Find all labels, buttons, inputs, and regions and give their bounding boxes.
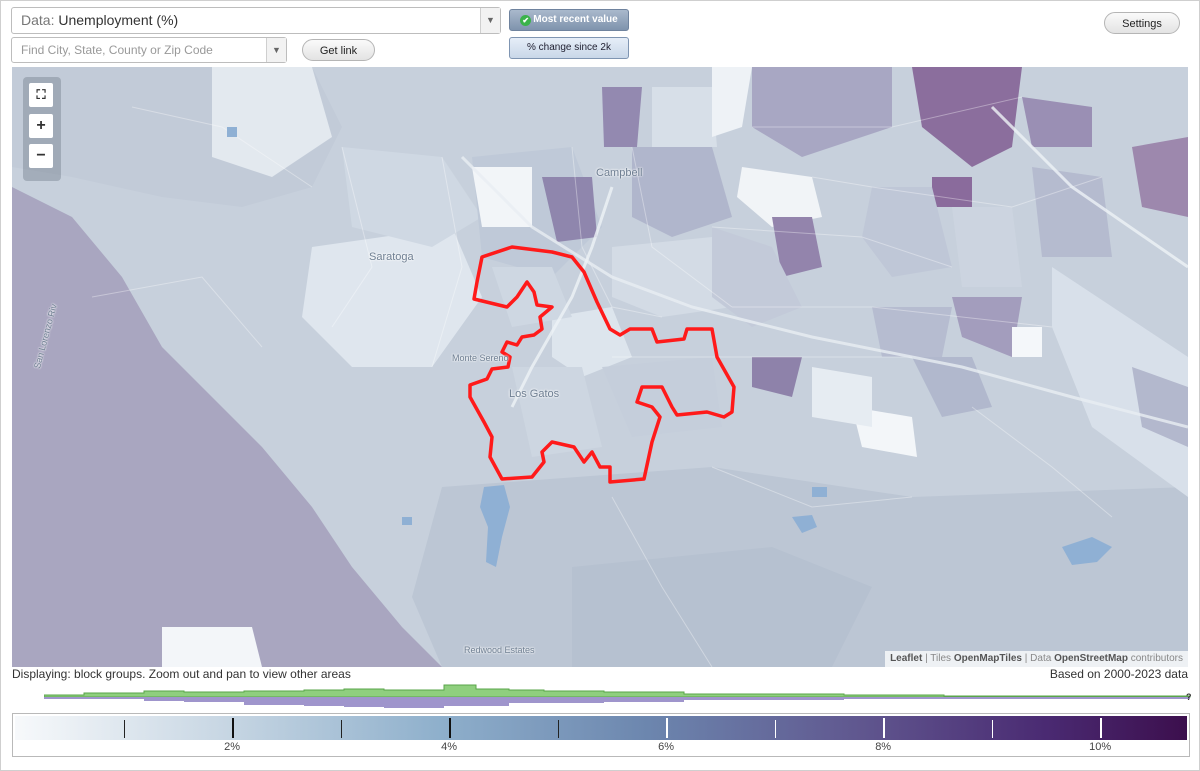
chevron-down-icon[interactable]: ▼ — [480, 8, 500, 33]
place-label-redwood-estates: Redwood Estates — [464, 645, 535, 655]
legend-major-tick — [232, 718, 235, 738]
legend-minor-tick — [123, 720, 125, 738]
check-icon: ✔ — [520, 15, 532, 26]
attribution-tiles-prefix: Tiles — [930, 653, 952, 664]
place-label-monte-sereno: Monte Sereno — [452, 353, 509, 363]
legend-gradient-bar — [15, 716, 1187, 740]
legend-minor-tick — [340, 720, 342, 738]
los-gatos-boundary — [468, 245, 736, 484]
zoom-out-button[interactable]: − — [29, 144, 53, 168]
attribution-leaflet-link[interactable]: Leaflet — [890, 653, 923, 664]
settings-button[interactable]: Settings — [1104, 12, 1180, 34]
search-dropdown-icon[interactable]: ▼ — [266, 38, 286, 62]
place-label-saratoga: Saratoga — [369, 251, 414, 263]
display-level-text: Displaying: block groups. Zoom out and p… — [12, 667, 351, 681]
map-canvas[interactable] — [12, 67, 1188, 667]
help-icon: ? — [1186, 692, 1192, 702]
fullscreen-icon[interactable]: ⛶ — [29, 83, 53, 107]
most-recent-label: Most recent value — [533, 14, 618, 25]
legend-tick-label: 10% — [1089, 741, 1112, 753]
legend-tick-label: 2% — [224, 741, 240, 753]
legend-minor-tick — [557, 720, 559, 738]
legend-tick-label: 8% — [875, 741, 892, 753]
legend-tick-label: 6% — [658, 741, 675, 753]
pct-change-toggle[interactable]: % change since 2k — [509, 37, 629, 59]
attribution-suffix: contributors — [1130, 653, 1183, 664]
legend-tick-label: 4% — [441, 741, 458, 753]
location-search-input[interactable] — [11, 37, 287, 63]
map-attribution: Leaflet | Tiles OpenMapTiles | Data Open… — [885, 651, 1188, 667]
color-legend: 2% 4% 6% 8% 10% — [12, 713, 1190, 757]
distribution-histogram: ? — [44, 684, 1192, 708]
zoom-in-button[interactable]: + — [29, 114, 53, 138]
attribution-data-prefix: Data — [1030, 653, 1052, 664]
legend-minor-tick — [991, 720, 993, 738]
pct-change-label: % change since 2k — [527, 42, 611, 53]
legend-major-tick — [883, 718, 886, 738]
legend-minor-tick — [774, 720, 776, 738]
zoom-control: ⛶ + − — [23, 77, 61, 181]
attribution-osm-link[interactable]: OpenStreetMap — [1054, 653, 1128, 664]
legend-major-tick — [666, 718, 669, 738]
most-recent-value-toggle[interactable]: ✔ Most recent value — [509, 9, 629, 31]
legend-major-tick — [1100, 718, 1103, 738]
choropleth-map[interactable]: Campbell Saratoga Monte Sereno Los Gatos… — [12, 67, 1188, 667]
data-select-prefix: Data: — [21, 12, 55, 28]
data-range-text: Based on 2000-2023 data — [1049, 667, 1188, 681]
place-label-los-gatos: Los Gatos — [509, 388, 560, 400]
data-select[interactable]: Data: Unemployment (%) ▼ — [11, 7, 501, 34]
place-label-campbell: Campbell — [596, 167, 643, 179]
attribution-tiles-link[interactable]: OpenMapTiles — [953, 653, 1022, 664]
get-link-button[interactable]: Get link — [302, 39, 375, 61]
legend-major-tick — [449, 718, 452, 738]
data-select-value: Unemployment (%) — [58, 12, 179, 28]
